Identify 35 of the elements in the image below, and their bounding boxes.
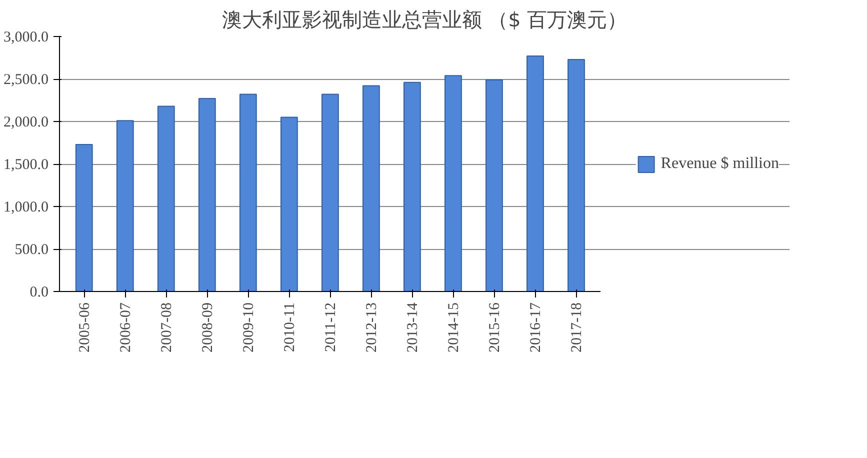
y-tick-label: 1,000.0 (4, 200, 48, 216)
bar (75, 144, 93, 292)
x-tick-label: 2014-15 (446, 302, 462, 352)
x-tick-label: 2015-16 (487, 302, 504, 352)
x-tick-label: 2005-06 (77, 302, 94, 352)
y-tick-label: 0.0 (30, 284, 48, 300)
legend-label: Revenue $ million (660, 154, 779, 172)
y-tick-label: 500.0 (14, 242, 48, 258)
x-tick-label: 2011-12 (323, 302, 340, 352)
bar (198, 98, 216, 292)
bar (444, 75, 462, 292)
bar (280, 116, 298, 292)
x-tick-label: 2010-11 (282, 302, 298, 352)
x-tick-label: 2013-14 (405, 302, 422, 352)
bar (239, 94, 257, 292)
bar (157, 106, 175, 292)
x-tick-label: 2007-08 (159, 302, 176, 352)
x-tick-label: 2006-07 (118, 302, 134, 352)
x-tick-label: 2008-09 (200, 302, 216, 352)
y-tick-label: 1,500.0 (4, 157, 48, 173)
bar (486, 79, 503, 292)
x-tick-label: 2016-17 (528, 302, 544, 352)
y-tick-label: 2,000.0 (4, 114, 48, 130)
chart-title: 澳大利亚影视制造业总营业额 （$ 百万澳元） (222, 8, 628, 32)
y-tick-label: 2,500.0 (4, 72, 48, 88)
bar (321, 94, 339, 292)
y-tick-label: 3,000.0 (4, 30, 48, 46)
x-tick-label: 2012-13 (364, 302, 380, 352)
bar (403, 82, 421, 292)
x-tick-label: 2017-18 (569, 302, 586, 352)
bar (526, 56, 544, 292)
bar (568, 58, 585, 292)
x-tick-label: 2009-10 (241, 302, 258, 352)
bar (362, 85, 380, 292)
bar (116, 120, 134, 292)
